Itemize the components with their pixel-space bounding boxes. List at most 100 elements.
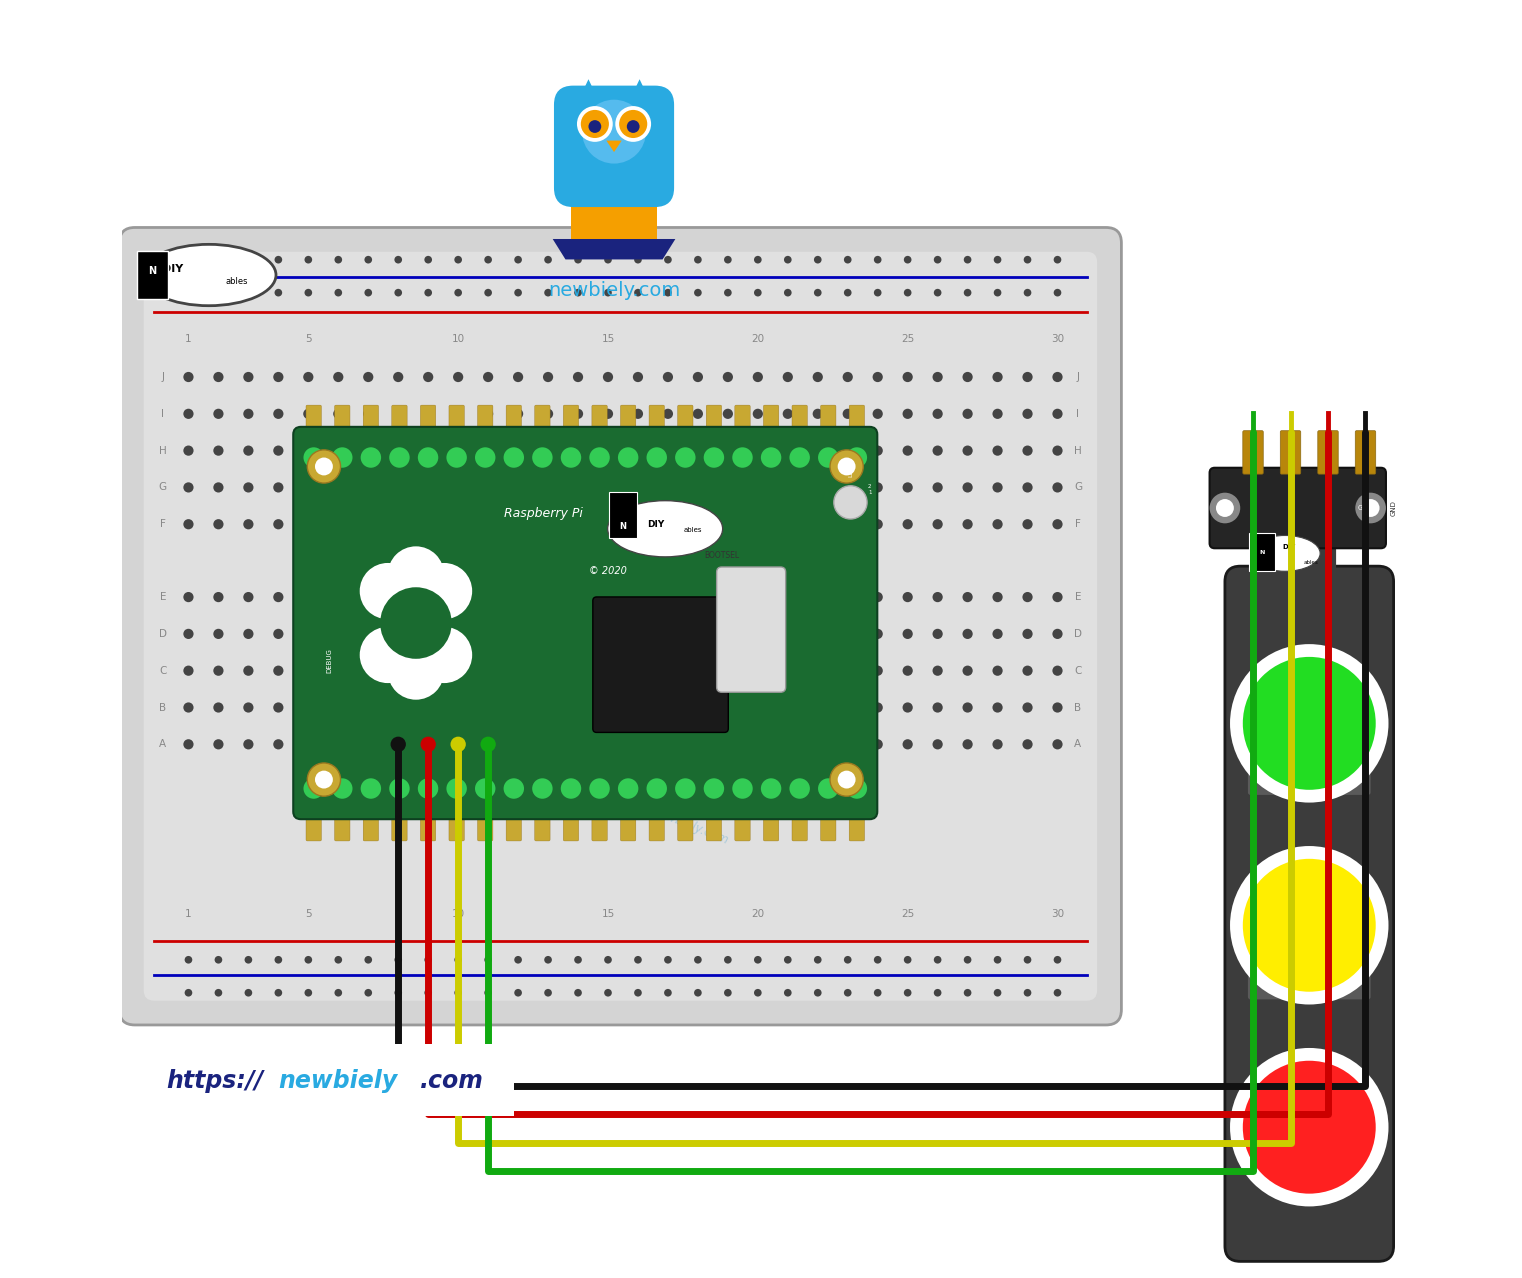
Circle shape (782, 372, 793, 382)
Circle shape (903, 482, 913, 492)
Circle shape (183, 372, 193, 382)
Circle shape (872, 482, 883, 492)
FancyBboxPatch shape (143, 252, 1097, 1001)
Circle shape (662, 629, 673, 639)
Text: https://: https:// (167, 1070, 263, 1093)
Circle shape (303, 666, 314, 676)
Text: E: E (160, 592, 166, 602)
Circle shape (213, 519, 224, 529)
Circle shape (1210, 493, 1240, 524)
Circle shape (1023, 703, 1032, 713)
Text: 1: 1 (186, 909, 192, 919)
Circle shape (364, 482, 373, 492)
FancyBboxPatch shape (137, 250, 167, 299)
Circle shape (215, 256, 222, 263)
Circle shape (572, 629, 583, 639)
Polygon shape (627, 79, 653, 106)
Circle shape (874, 989, 881, 997)
Circle shape (633, 592, 644, 602)
Circle shape (455, 956, 463, 964)
Circle shape (1053, 956, 1061, 964)
Circle shape (633, 446, 644, 456)
Text: 30: 30 (1050, 909, 1064, 919)
Circle shape (543, 372, 552, 382)
FancyBboxPatch shape (335, 806, 350, 841)
Circle shape (619, 110, 647, 138)
Circle shape (813, 482, 823, 492)
Circle shape (933, 592, 942, 602)
Circle shape (574, 956, 581, 964)
Circle shape (843, 372, 852, 382)
Circle shape (992, 739, 1003, 749)
Circle shape (935, 256, 942, 263)
Circle shape (455, 256, 463, 263)
Circle shape (662, 409, 673, 419)
Circle shape (393, 739, 403, 749)
Circle shape (304, 989, 312, 997)
Text: B: B (160, 703, 166, 713)
Circle shape (933, 409, 942, 419)
Circle shape (843, 629, 852, 639)
Circle shape (419, 778, 438, 799)
Circle shape (572, 739, 583, 749)
Circle shape (753, 703, 763, 713)
Circle shape (423, 409, 434, 419)
Circle shape (782, 629, 793, 639)
Circle shape (423, 629, 434, 639)
FancyBboxPatch shape (791, 806, 807, 841)
Circle shape (904, 989, 912, 997)
Circle shape (992, 592, 1003, 602)
Circle shape (391, 736, 406, 751)
Circle shape (574, 289, 581, 296)
Circle shape (723, 739, 734, 749)
Text: DEBUG: DEBUG (327, 648, 332, 674)
Circle shape (604, 289, 612, 296)
FancyBboxPatch shape (735, 806, 750, 841)
Circle shape (963, 989, 971, 997)
Circle shape (303, 409, 314, 419)
Circle shape (393, 666, 403, 676)
Circle shape (184, 989, 192, 997)
FancyBboxPatch shape (677, 806, 693, 841)
Circle shape (482, 629, 493, 639)
Circle shape (627, 120, 639, 133)
Circle shape (837, 771, 855, 789)
Circle shape (482, 409, 493, 419)
Circle shape (484, 289, 492, 296)
Circle shape (753, 519, 763, 529)
Circle shape (244, 703, 254, 713)
Circle shape (333, 409, 344, 419)
Circle shape (183, 409, 193, 419)
Circle shape (333, 703, 344, 713)
Circle shape (183, 629, 193, 639)
Text: GND: GND (1391, 500, 1397, 516)
Circle shape (994, 956, 1001, 964)
Circle shape (724, 956, 732, 964)
Circle shape (813, 739, 823, 749)
Circle shape (935, 289, 942, 296)
Circle shape (761, 447, 781, 468)
FancyBboxPatch shape (563, 806, 578, 841)
Circle shape (244, 482, 254, 492)
Circle shape (843, 446, 852, 456)
Circle shape (1053, 289, 1061, 296)
Circle shape (393, 409, 403, 419)
Circle shape (543, 666, 552, 676)
Circle shape (992, 482, 1003, 492)
FancyBboxPatch shape (478, 405, 493, 440)
Text: 25: 25 (901, 909, 915, 919)
Circle shape (388, 547, 444, 603)
Circle shape (962, 372, 973, 382)
Circle shape (425, 989, 432, 997)
Circle shape (962, 629, 973, 639)
Circle shape (693, 519, 703, 529)
Circle shape (603, 519, 613, 529)
Circle shape (662, 666, 673, 676)
Circle shape (543, 519, 552, 529)
FancyBboxPatch shape (507, 806, 522, 841)
Circle shape (333, 519, 344, 529)
Circle shape (307, 763, 341, 796)
Circle shape (245, 989, 253, 997)
Circle shape (633, 703, 644, 713)
Circle shape (560, 778, 581, 799)
